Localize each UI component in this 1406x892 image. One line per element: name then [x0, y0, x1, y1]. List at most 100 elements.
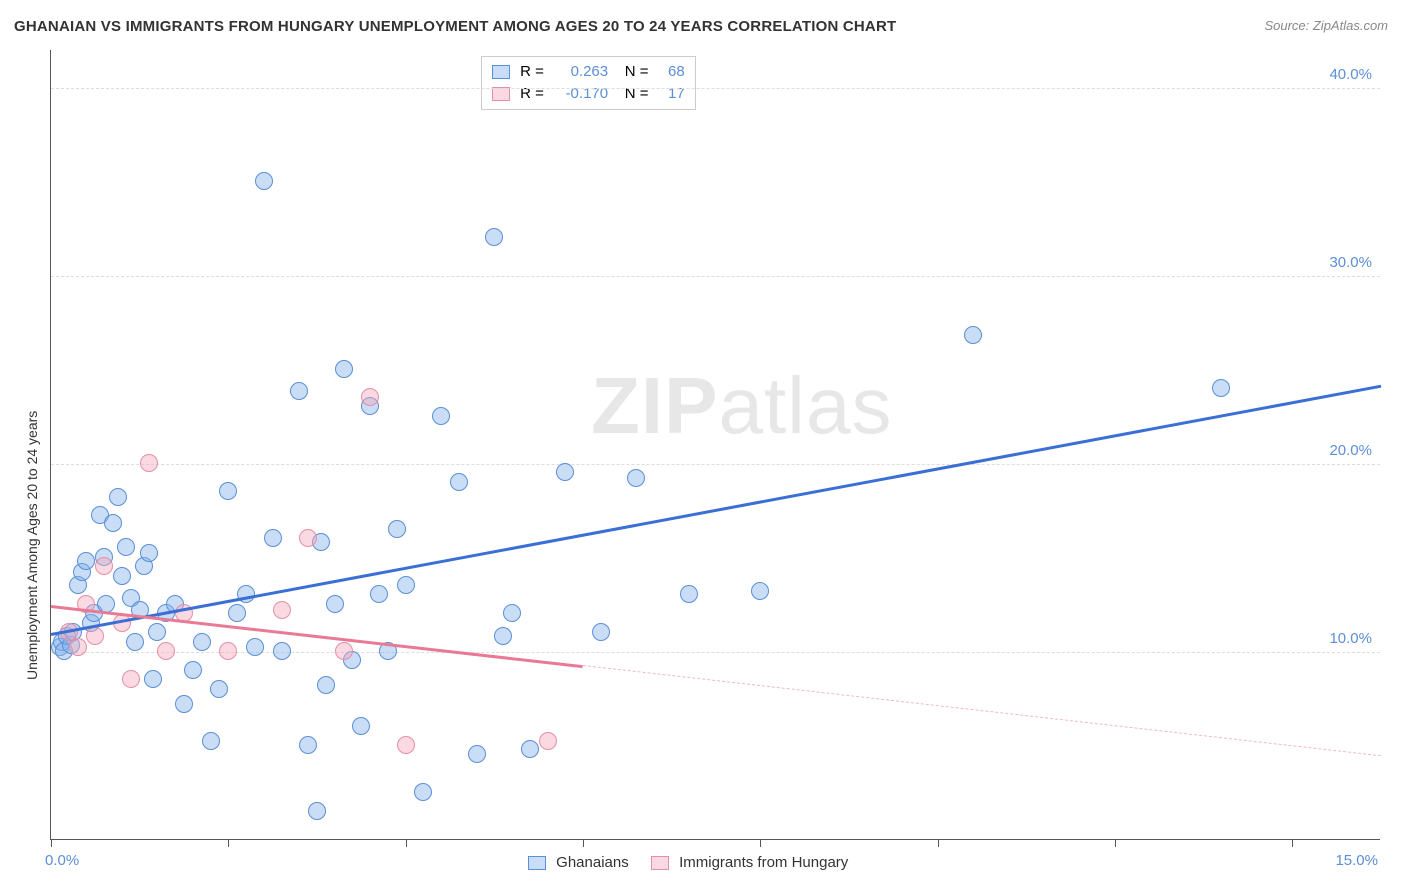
- x-tick: [938, 839, 939, 847]
- data-point: [468, 745, 486, 763]
- data-point: [352, 717, 370, 735]
- data-point: [109, 488, 127, 506]
- y-tick-label: 20.0%: [1329, 442, 1372, 459]
- data-point: [184, 661, 202, 679]
- y-axis-label: Unemployment Among Ages 20 to 24 years: [24, 411, 40, 680]
- data-point: [397, 576, 415, 594]
- data-point: [255, 172, 273, 190]
- data-point: [751, 582, 769, 600]
- plot-area: ZIPatlas R = 0.263 N = 68 R = -0.170 N =…: [50, 50, 1380, 840]
- data-point: [556, 463, 574, 481]
- regression-line: [51, 385, 1382, 636]
- x-tick-label: 0.0%: [45, 852, 79, 869]
- regression-line: [583, 665, 1381, 756]
- data-point: [299, 529, 317, 547]
- data-point: [273, 642, 291, 660]
- legend-swatch-blue: [492, 65, 510, 79]
- data-point: [104, 514, 122, 532]
- legend-label-hungary: Immigrants from Hungary: [679, 854, 848, 871]
- x-tick-label: 15.0%: [1335, 852, 1378, 869]
- legend-n-label: N =: [625, 63, 649, 80]
- data-point: [290, 382, 308, 400]
- data-point: [69, 638, 87, 656]
- data-point: [627, 469, 645, 487]
- y-tick-label: 30.0%: [1329, 254, 1372, 271]
- data-point: [219, 642, 237, 660]
- chart-title: GHANAIAN VS IMMIGRANTS FROM HUNGARY UNEM…: [14, 18, 896, 35]
- data-point: [361, 388, 379, 406]
- data-point: [521, 740, 539, 758]
- data-point: [273, 601, 291, 619]
- x-tick: [51, 839, 52, 847]
- gridline: [51, 88, 1380, 89]
- data-point: [117, 538, 135, 556]
- gridline: [51, 464, 1380, 465]
- data-point: [157, 642, 175, 660]
- legend-swatch-blue: [528, 856, 546, 870]
- data-point: [680, 585, 698, 603]
- data-point: [388, 520, 406, 538]
- data-point: [144, 670, 162, 688]
- data-point: [219, 482, 237, 500]
- x-tick: [760, 839, 761, 847]
- data-point: [370, 585, 388, 603]
- data-point: [126, 633, 144, 651]
- data-point: [485, 228, 503, 246]
- data-point: [264, 529, 282, 547]
- data-point: [299, 736, 317, 754]
- legend-n-value-blue: 68: [653, 61, 685, 83]
- data-point: [1212, 379, 1230, 397]
- data-point: [494, 627, 512, 645]
- x-tick: [406, 839, 407, 847]
- data-point: [77, 552, 95, 570]
- data-point: [202, 732, 220, 750]
- data-point: [432, 407, 450, 425]
- legend-row-blue: R = 0.263 N = 68: [492, 61, 685, 83]
- data-point: [964, 326, 982, 344]
- watermark-light: atlas: [718, 361, 892, 450]
- data-point: [397, 736, 415, 754]
- data-point: [113, 567, 131, 585]
- legend-correlation-box: R = 0.263 N = 68 R = -0.170 N = 17: [481, 56, 696, 110]
- data-point: [175, 695, 193, 713]
- legend-label-ghanaians: Ghanaians: [556, 854, 629, 871]
- legend-swatch-pink: [651, 856, 669, 870]
- data-point: [193, 633, 211, 651]
- y-tick-label: 40.0%: [1329, 66, 1372, 83]
- data-point: [95, 557, 113, 575]
- legend-n-value-pink: 17: [653, 83, 685, 105]
- data-point: [539, 732, 557, 750]
- x-tick: [583, 839, 584, 847]
- y-tick-label: 10.0%: [1329, 630, 1372, 647]
- data-point: [335, 642, 353, 660]
- data-point: [86, 627, 104, 645]
- data-point: [503, 604, 521, 622]
- data-point: [210, 680, 228, 698]
- legend-series: Ghanaians Immigrants from Hungary: [510, 854, 848, 871]
- data-point: [246, 638, 264, 656]
- legend-swatch-pink: [492, 87, 510, 101]
- data-point: [317, 676, 335, 694]
- data-point: [308, 802, 326, 820]
- data-point: [228, 604, 246, 622]
- data-point: [592, 623, 610, 641]
- watermark-bold: ZIP: [591, 361, 718, 450]
- data-point: [140, 454, 158, 472]
- x-tick: [1292, 839, 1293, 847]
- data-point: [450, 473, 468, 491]
- data-point: [326, 595, 344, 613]
- gridline: [51, 276, 1380, 277]
- source-label: Source: ZipAtlas.com: [1264, 18, 1388, 33]
- data-point: [122, 670, 140, 688]
- legend-r-label: R =: [520, 63, 544, 80]
- data-point: [414, 783, 432, 801]
- data-point: [140, 544, 158, 562]
- x-tick: [1115, 839, 1116, 847]
- watermark: ZIPatlas: [591, 360, 892, 452]
- chart-container: GHANAIAN VS IMMIGRANTS FROM HUNGARY UNEM…: [0, 0, 1406, 892]
- legend-r-value-blue: 0.263: [548, 61, 608, 83]
- legend-row-pink: R = -0.170 N = 17: [492, 83, 685, 105]
- data-point: [335, 360, 353, 378]
- data-point: [148, 623, 166, 641]
- legend-r-value-pink: -0.170: [548, 83, 608, 105]
